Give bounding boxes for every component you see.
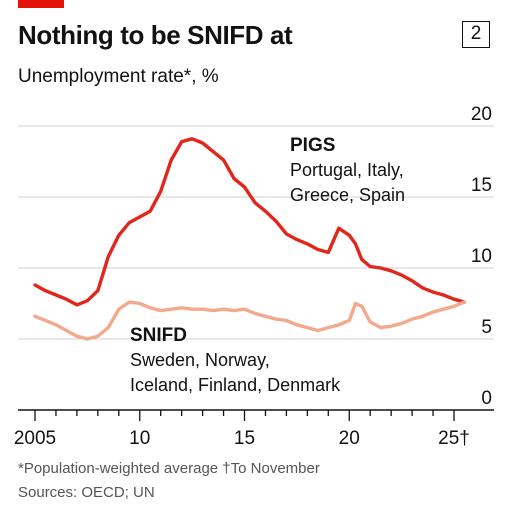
chart-subtitle: Unemployment rate*, % — [18, 66, 219, 87]
series-line-snifd — [33, 300, 467, 341]
y-tick-label: 10 — [471, 246, 492, 267]
y-tick-label: 15 — [471, 175, 492, 196]
series-label-line: Sweden, Norway, — [130, 350, 270, 370]
footnote: *Population-weighted average †To Novembe… — [18, 460, 320, 477]
x-tick-label: 20 — [339, 428, 360, 449]
series-layer — [33, 137, 467, 341]
x-tick-label: 25† — [438, 428, 470, 449]
y-tick-label: 20 — [471, 104, 492, 125]
x-tick-label: 15 — [234, 428, 255, 449]
sources-note: Sources: OECD; UN — [18, 484, 155, 501]
y-tick-label: 0 — [481, 388, 492, 409]
series-label-line: Iceland, Finland, Denmark — [130, 375, 341, 395]
chart-number-badge: 2 — [462, 21, 490, 48]
x-tick-label: 2005 — [14, 428, 56, 449]
x-tick-label: 10 — [129, 428, 150, 449]
chart-title: Nothing to be SNIFD at — [18, 20, 293, 50]
label-layer: PIGS Portugal, Italy, Greece, Spain SNIFD Sw… — [130, 135, 405, 395]
y-tick-label: 5 — [481, 317, 492, 338]
brand-red-tab — [18, 0, 64, 8]
series-label-line: Greece, Spain — [290, 185, 405, 205]
tick-layer: 0 5 10 15 20 2005 10 15 20 25† — [14, 104, 492, 449]
series-label-line: Portugal, Italy, — [290, 160, 404, 180]
series-line-pigs — [33, 137, 467, 307]
series-label-title: SNIFD — [130, 325, 187, 346]
series-label-title: PIGS — [290, 135, 335, 156]
